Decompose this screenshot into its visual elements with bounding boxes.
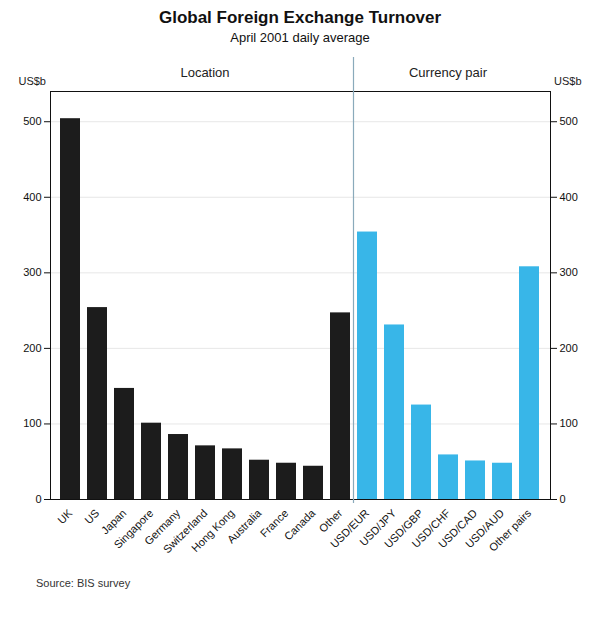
svg-text:US$b: US$b (18, 75, 46, 87)
svg-text:500: 500 (560, 115, 578, 127)
svg-text:USD/JPY: USD/JPY (357, 506, 399, 549)
svg-text:UK: UK (55, 506, 75, 526)
svg-text:500: 500 (23, 115, 41, 127)
svg-text:200: 200 (23, 342, 41, 354)
svg-text:Singapore: Singapore (111, 506, 156, 551)
svg-text:USD/CAD: USD/CAD (435, 506, 480, 551)
svg-text:Other pairs: Other pairs (486, 506, 533, 553)
svg-text:100: 100 (560, 417, 578, 429)
svg-text:Currency pair: Currency pair (409, 65, 488, 80)
svg-text:USD/GBP: USD/GBP (381, 506, 426, 551)
svg-text:300: 300 (23, 266, 41, 278)
svg-text:400: 400 (560, 191, 578, 203)
svg-text:USD/EUR: USD/EUR (327, 506, 372, 551)
svg-text:Other: Other (316, 506, 345, 535)
svg-text:100: 100 (23, 417, 41, 429)
svg-text:Hong Kong: Hong Kong (189, 507, 236, 554)
svg-text:400: 400 (23, 191, 41, 203)
svg-text:0: 0 (35, 493, 41, 505)
svg-text:France: France (257, 506, 291, 540)
svg-text:Japan: Japan (98, 506, 129, 537)
svg-text:Germany: Germany (141, 506, 183, 548)
svg-text:USD/CHF: USD/CHF (409, 506, 453, 550)
svg-text:US: US (82, 507, 101, 526)
svg-text:200: 200 (560, 342, 578, 354)
svg-text:Location: Location (180, 65, 229, 80)
html-text:Global Foreign Exchange Turnov: Global Foreign Exchange Turnover (158, 8, 442, 27)
svg-text:USD/AUD: USD/AUD (462, 506, 507, 551)
svg-text:Switzerland: Switzerland (160, 506, 210, 556)
html-text:Source: BIS survey: Source: BIS survey (36, 577, 131, 589)
svg-text:Canada: Canada (282, 506, 318, 542)
svg-text:300: 300 (560, 266, 578, 278)
svg-text:Australia: Australia (225, 506, 264, 545)
html-text:April 2001 daily average: April 2001 daily average (230, 30, 370, 45)
svg-text:0: 0 (560, 493, 566, 505)
svg-text:US$b: US$b (554, 75, 582, 87)
